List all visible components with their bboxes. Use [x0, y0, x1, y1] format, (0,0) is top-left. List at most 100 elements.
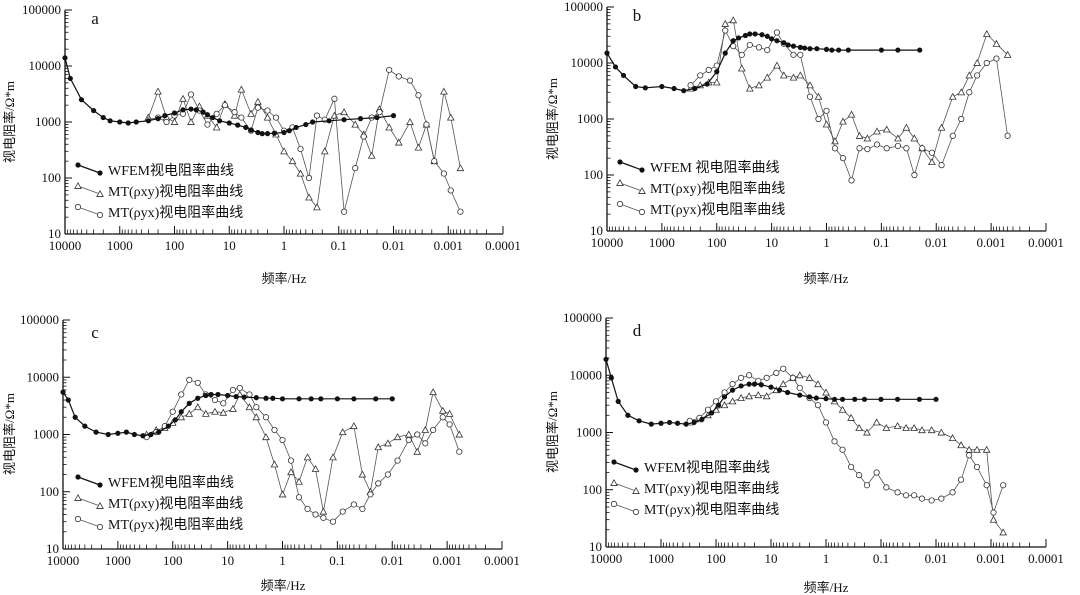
- data-point: [937, 123, 946, 131]
- data-point: [180, 107, 186, 113]
- data-point: [856, 472, 863, 479]
- y-tick-label: 100: [583, 482, 603, 497]
- data-point: [779, 380, 788, 388]
- data-point: [193, 403, 202, 411]
- data-point: [359, 505, 366, 513]
- data-point: [263, 113, 272, 121]
- data-point: [217, 118, 223, 124]
- data-point: [62, 55, 68, 61]
- data-point: [814, 92, 823, 100]
- data-point: [271, 130, 277, 136]
- data-point: [620, 72, 627, 79]
- data-point: [855, 423, 863, 431]
- data-point: [938, 495, 945, 502]
- series-mt-rhoyx: [143, 376, 463, 525]
- data-point: [894, 142, 901, 150]
- data-point: [287, 457, 295, 464]
- data-point: [671, 85, 677, 92]
- data-point: [882, 125, 891, 133]
- panel-label: c: [91, 323, 99, 342]
- data-point: [957, 441, 965, 449]
- data-point: [845, 47, 851, 53]
- data-point: [238, 114, 245, 121]
- series-line: [605, 359, 936, 425]
- data-point: [169, 408, 176, 415]
- data-point: [230, 111, 239, 119]
- data-point: [236, 384, 243, 392]
- data-point: [796, 71, 805, 79]
- data-point: [902, 492, 910, 499]
- data-point: [838, 405, 847, 413]
- legend-swatch-marker: [633, 467, 639, 473]
- x-tick-label: 1: [281, 238, 288, 253]
- chart-panel-b: 10 100 1000 10000 100000 10000 1000 100 10 1 0.1 0.…: [545, 0, 1064, 286]
- data-point: [738, 383, 744, 389]
- data-point: [319, 507, 328, 515]
- data-point: [340, 108, 348, 116]
- data-point: [894, 134, 902, 142]
- data-point: [878, 396, 884, 402]
- data-point: [133, 119, 139, 125]
- data-point: [430, 426, 437, 434]
- data-point: [910, 423, 918, 431]
- data-point: [764, 33, 770, 39]
- data-point: [831, 396, 838, 402]
- data-point: [304, 505, 311, 513]
- legend-entry: MT(ρyx)视电阻率曲线: [650, 201, 785, 218]
- data-point: [117, 119, 123, 125]
- data-point: [917, 47, 923, 53]
- series-line: [690, 29, 1008, 182]
- y-tick-label: 10: [589, 539, 602, 554]
- data-point: [313, 112, 321, 119]
- data-point: [213, 110, 220, 117]
- y-tick-label: 100000: [563, 310, 602, 325]
- y-tick-label: 100: [40, 484, 60, 499]
- data-point: [625, 412, 631, 418]
- x-tick-label: 1000: [105, 553, 131, 568]
- data-point: [211, 407, 219, 415]
- data-point: [404, 430, 413, 438]
- data-point: [802, 45, 808, 51]
- data-point: [883, 145, 890, 152]
- data-point: [918, 426, 926, 434]
- legend-entry: MT(ρxy)视电阻率曲线: [108, 495, 243, 512]
- data-point: [140, 433, 146, 439]
- legend-swatch-line: [613, 461, 637, 471]
- data-point: [806, 93, 814, 100]
- x-tick-label: 0.1: [873, 551, 889, 566]
- data-point: [806, 394, 813, 400]
- data-point: [937, 428, 946, 436]
- data-point: [155, 116, 161, 122]
- data-point: [785, 42, 791, 48]
- data-point: [658, 420, 664, 426]
- data-point: [805, 373, 814, 381]
- data-point: [148, 431, 154, 438]
- data-point: [831, 145, 839, 152]
- data-point: [687, 82, 694, 89]
- data-point: [758, 382, 764, 388]
- data-point: [329, 453, 337, 461]
- data-point: [262, 433, 270, 441]
- data-point: [999, 528, 1008, 536]
- data-point: [763, 374, 770, 381]
- legend-entry: WFEM视电阻率曲线: [108, 162, 234, 179]
- data-point: [247, 109, 255, 117]
- data-point: [957, 476, 965, 483]
- data-point: [895, 47, 901, 53]
- data-point: [823, 46, 830, 52]
- data-point: [813, 395, 819, 401]
- series-line: [62, 391, 393, 437]
- data-point: [1003, 50, 1012, 58]
- data-point: [728, 397, 737, 405]
- data-point: [373, 396, 379, 402]
- data-point: [253, 404, 260, 411]
- data-point: [973, 463, 981, 471]
- y-tick-label: 100000: [22, 2, 61, 17]
- data-point: [903, 145, 910, 152]
- data-point: [745, 392, 753, 400]
- data-point: [781, 40, 787, 46]
- data-point: [215, 391, 221, 398]
- data-point: [983, 482, 990, 489]
